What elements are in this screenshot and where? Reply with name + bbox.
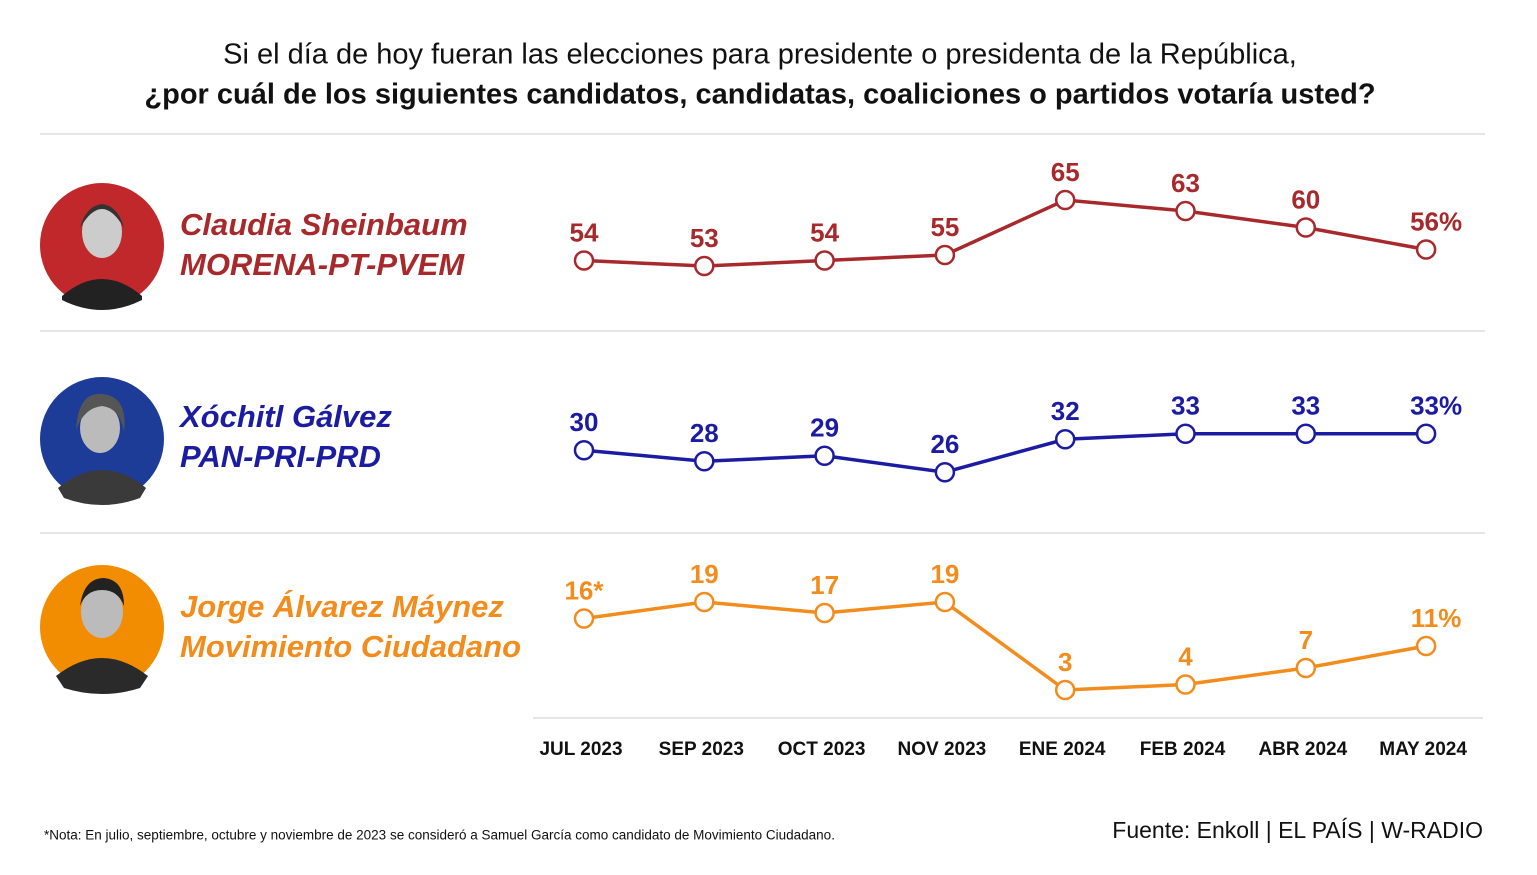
data-label: 3 — [1058, 647, 1072, 677]
data-label: 56% — [1410, 206, 1462, 236]
series-party: Movimiento Ciudadano — [180, 629, 521, 664]
point — [573, 250, 595, 271]
data-label: 19 — [930, 559, 959, 589]
data-label: 33 — [1171, 391, 1200, 421]
data-label: 19 — [690, 559, 719, 589]
data-label: 55 — [930, 212, 959, 242]
data-label: 60 — [1291, 184, 1320, 214]
series-party: MORENA-PT-PVEM — [180, 247, 465, 282]
chart-subtitle: ¿por cuál de los siguientes candidatos, … — [144, 79, 1375, 111]
x-tick-label: ENE 2024 — [1019, 739, 1106, 760]
point — [1175, 200, 1196, 222]
x-tick-label: MAY 2024 — [1379, 739, 1467, 760]
line — [583, 432, 1427, 475]
point — [694, 591, 715, 613]
x-tick-label: JUL 2023 — [539, 739, 622, 760]
portrait — [40, 377, 164, 505]
data-label: 65 — [1051, 157, 1080, 187]
point — [573, 608, 595, 629]
data-label: 16* — [564, 575, 604, 605]
point — [694, 255, 715, 277]
footnote: *Nota: En julio, septiembre, octubre y n… — [44, 828, 835, 843]
point — [1054, 679, 1076, 701]
source: Fuente: Enkoll | EL PAÍS | W-RADIO — [1112, 817, 1483, 843]
data-label: 30 — [570, 407, 599, 437]
point — [1054, 189, 1076, 211]
data-label: 63 — [1171, 168, 1200, 198]
chart-title: Si el día de hoy fueran las elecciones p… — [223, 39, 1297, 71]
point — [814, 250, 835, 271]
portrait — [40, 183, 164, 310]
portrait — [40, 565, 164, 694]
data-label: 28 — [690, 418, 719, 448]
point — [814, 445, 835, 466]
data-label: 54 — [570, 217, 599, 247]
point — [934, 591, 956, 613]
point — [934, 244, 956, 266]
x-tick-label: NOV 2023 — [898, 739, 987, 760]
point — [1054, 429, 1076, 450]
data-label: 4 — [1178, 641, 1193, 671]
point — [1295, 217, 1317, 238]
data-label: 17 — [810, 570, 839, 600]
data-label: 29 — [810, 413, 839, 443]
line — [583, 198, 1427, 268]
data-label: 11% — [1411, 603, 1462, 633]
point — [814, 602, 835, 624]
point — [694, 451, 715, 472]
data-label: 26 — [930, 429, 959, 459]
data-label: 54 — [810, 217, 839, 247]
data-label: 32 — [1051, 396, 1080, 426]
point — [1415, 423, 1437, 444]
series-name: Jorge Álvarez Máynez — [180, 589, 504, 624]
data-label: 33% — [1410, 391, 1462, 421]
x-tick-label: ABR 2024 — [1258, 739, 1347, 760]
series-name: Xóchitl Gálvez — [178, 399, 392, 434]
point — [1295, 657, 1317, 679]
point — [573, 440, 595, 461]
x-tick-label: OCT 2023 — [778, 739, 866, 760]
series-name: Claudia Sheinbaum — [180, 207, 468, 242]
point — [1175, 674, 1196, 695]
point — [1175, 423, 1196, 444]
point — [934, 462, 956, 483]
point — [1415, 239, 1437, 260]
x-tick-label: SEP 2023 — [659, 739, 744, 760]
data-label: 53 — [690, 223, 719, 253]
line — [583, 600, 1427, 692]
series-party: PAN-PRI-PRD — [180, 439, 381, 474]
x-tick-label: FEB 2024 — [1140, 739, 1226, 760]
point — [1295, 423, 1317, 444]
point — [1415, 635, 1437, 657]
data-label: 7 — [1299, 625, 1313, 655]
data-label: 33 — [1291, 391, 1320, 421]
